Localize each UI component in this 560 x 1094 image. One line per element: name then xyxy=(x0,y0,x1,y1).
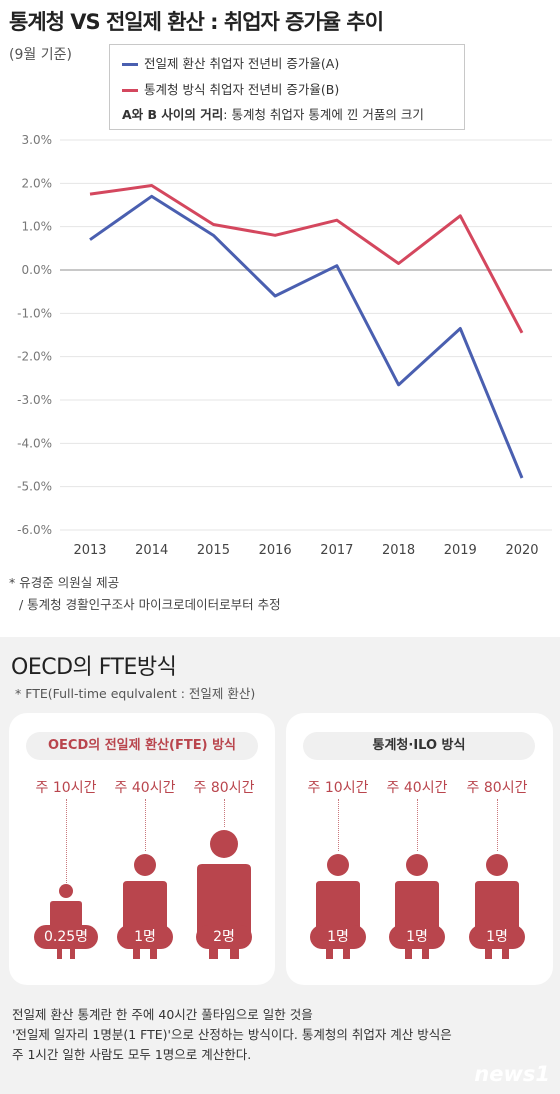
series-line-a xyxy=(89,194,524,479)
fte-count: 1명 xyxy=(117,925,173,949)
fte-heading: OECD의 FTE방식 xyxy=(11,655,177,680)
x-tick-label: 2015 xyxy=(197,543,230,558)
legend-label-b: 통계청 방식 취업자 전년비 증가율(B) xyxy=(144,82,340,97)
ilo-count: 1명 xyxy=(310,925,366,949)
oecd-fte-title: OECD의 전일제 환산(FTE) 방식 xyxy=(26,732,258,760)
y-tick-label: -5.0% xyxy=(17,480,52,494)
fte-note: * FTE(Full-time equlvalent : 전일제 환산) xyxy=(15,686,256,701)
legend: 전일제 환산 취업자 전년비 증가율(A) 통계청 방식 취업자 전년비 증가율… xyxy=(109,44,465,130)
dotted-guide xyxy=(145,799,146,851)
dotted-guide xyxy=(417,799,418,851)
y-tick-label: -6.0% xyxy=(17,523,52,537)
dotted-guide xyxy=(497,799,498,851)
x-tick-label: 2017 xyxy=(320,543,353,558)
ilo-card: 통계청·ILO 방식 주 10시간 주 40시간 주 80시간 1명 1명 1명 xyxy=(286,713,553,985)
fte-description: 전일제 환산 통계란 한 주에 40시간 풀타임으로 일한 것을 '전일제 일자… xyxy=(12,1005,452,1065)
dotted-guide xyxy=(338,799,339,851)
x-tick-label: 2014 xyxy=(135,543,168,558)
x-tick-label: 2020 xyxy=(505,543,538,558)
ilo-count: 1명 xyxy=(469,925,525,949)
ilo-count: 1명 xyxy=(389,925,445,949)
y-tick-label: 1.0% xyxy=(22,220,53,234)
x-tick-label: 2019 xyxy=(444,543,477,558)
legend-swatch-a xyxy=(122,63,138,66)
legend-label-a: 전일제 환산 취업자 전년비 증가율(A) xyxy=(144,56,340,71)
fte-description-line: '전일제 일자리 1명분(1 FTE)'으로 산정하는 방식이다. 통계청의 취… xyxy=(12,1027,452,1042)
legend-swatch-b xyxy=(122,89,138,92)
y-tick-label: 0.0% xyxy=(22,263,53,277)
ilo-title: 통계청·ILO 방식 xyxy=(303,732,535,760)
news1-logo: news1 xyxy=(474,1062,550,1086)
legend-note-text: : 통계청 취업자 통계에 낀 거품의 크기 xyxy=(223,107,424,122)
source-note: * 유경준 의원실 제공 / 통계청 경활인구조사 마이크로데이터로부터 추정 xyxy=(9,572,281,616)
hour-label: 주 10시간 xyxy=(35,780,97,796)
y-tick-label: -2.0% xyxy=(17,350,52,364)
fte-count: 0.25명 xyxy=(34,925,98,949)
source-line-1: * 유경준 의원실 제공 xyxy=(9,575,120,590)
fte-description-line: 전일제 환산 통계란 한 주에 40시간 풀타임으로 일한 것을 xyxy=(12,1007,313,1022)
dotted-guide xyxy=(224,799,225,827)
chart-title: 통계청 VS 전일제 환산 : 취업자 증가율 추이 xyxy=(9,10,384,34)
dotted-guide xyxy=(66,799,67,883)
hour-label: 주 80시간 xyxy=(466,780,528,796)
chart-subtitle: (9월 기준) xyxy=(9,47,72,63)
y-tick-label: 2.0% xyxy=(22,176,53,190)
fte-count: 2명 xyxy=(196,925,252,949)
x-tick-label: 2016 xyxy=(259,543,292,558)
x-tick-label: 2013 xyxy=(73,543,106,558)
hour-label: 주 40시간 xyxy=(386,780,448,796)
oecd-fte-card: OECD의 전일제 환산(FTE) 방식 주 10시간 주 40시간 주 80시… xyxy=(9,713,275,985)
legend-item-a: 전일제 환산 취업자 전년비 증가율(A) xyxy=(122,53,339,72)
fte-section: OECD의 FTE방식 * FTE(Full-time equlvalent :… xyxy=(0,637,560,1094)
y-tick-label: -4.0% xyxy=(17,436,52,450)
fte-description-line: 주 1시간 일한 사람도 모두 1명으로 계산한다. xyxy=(12,1047,252,1062)
x-tick-label: 2018 xyxy=(382,543,415,558)
source-line-2: / 통계청 경활인구조사 마이크로데이터로부터 추정 xyxy=(19,597,281,612)
y-tick-label: -1.0% xyxy=(17,306,52,320)
hour-label: 주 80시간 xyxy=(193,780,255,796)
hour-label: 주 10시간 xyxy=(307,780,369,796)
legend-note-bold: A와 B 사이의 거리 xyxy=(122,107,224,122)
hour-label: 주 40시간 xyxy=(114,780,176,796)
y-tick-label: 3.0% xyxy=(22,133,53,147)
legend-note: A와 B 사이의 거리: 통계청 취업자 통계에 낀 거품의 크기 xyxy=(122,104,424,123)
line-chart: 3.0% 2.0% 1.0% 0.0% -1.0% -2.0% -3.0% -4.0% -5.0… xyxy=(17,133,552,558)
legend-item-b: 통계청 방식 취업자 전년비 증가율(B) xyxy=(122,79,339,98)
y-tick-label: -3.0% xyxy=(17,393,52,407)
series-line-b xyxy=(89,184,524,334)
